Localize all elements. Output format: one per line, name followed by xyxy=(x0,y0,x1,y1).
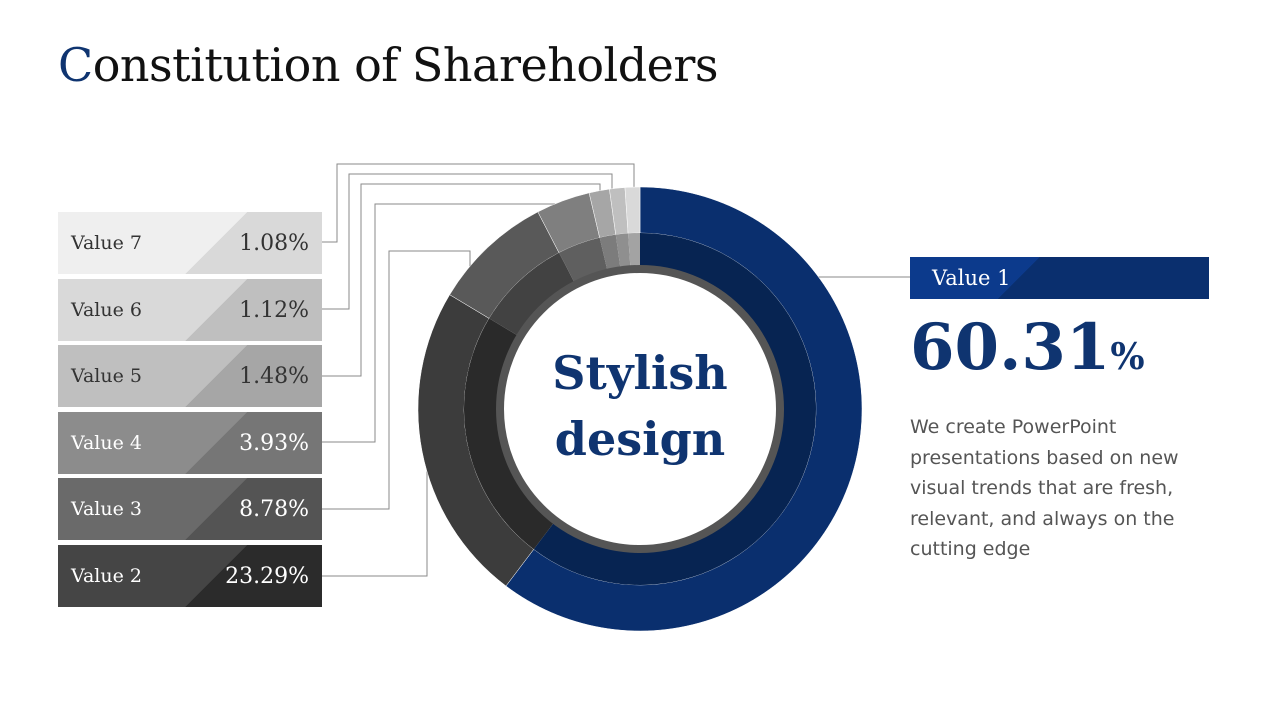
center-label: Stylish design xyxy=(520,340,760,472)
legend-label: Value 6 xyxy=(71,299,142,321)
legend-row-value-6: Value 6 1.12% xyxy=(58,279,322,341)
slice-inner-value-5 xyxy=(599,234,621,273)
legend-value: 3.93% xyxy=(239,430,309,456)
legend-label: Value 3 xyxy=(71,498,142,520)
legend-value: 23.29% xyxy=(225,563,309,589)
slice-inner-value-7 xyxy=(628,233,640,270)
callout-value: 60.31% xyxy=(910,310,1145,385)
callout-unit: % xyxy=(1110,336,1145,378)
callout-description: We create PowerPoint presentations based… xyxy=(910,416,1179,560)
legend-row-value-7: Value 7 1.08% xyxy=(58,212,322,274)
leader-line-value-5 xyxy=(322,183,601,377)
legend-row-value-3: Value 3 8.78% xyxy=(58,478,322,540)
title-rest: onstitution of Shareholders xyxy=(92,38,719,92)
leader-line-value-7 xyxy=(322,163,635,243)
center-label-line1: Stylish xyxy=(552,346,728,400)
callout-number: 60.31 xyxy=(910,310,1111,385)
legend-label: Value 5 xyxy=(71,365,142,387)
legend-label: Value 7 xyxy=(71,232,142,254)
legend-label: Value 2 xyxy=(71,565,142,587)
leader-line-value-2 xyxy=(322,431,430,577)
legend-row-value-5: Value 5 1.48% xyxy=(58,345,322,407)
center-label-line2: design xyxy=(554,412,726,466)
legend-value: 1.48% xyxy=(239,363,309,389)
callout-label-bar: Value 1 xyxy=(910,257,1209,299)
legend-value: 1.08% xyxy=(239,230,309,256)
center-disc xyxy=(496,265,784,553)
title-first-letter: C xyxy=(58,38,93,92)
legend-value: 1.12% xyxy=(239,297,309,323)
legend-row-value-4: Value 4 3.93% xyxy=(58,412,322,474)
legend-value: 8.78% xyxy=(239,496,309,522)
slice-inner-value-1 xyxy=(533,233,816,586)
leader-line-value-3 xyxy=(322,250,471,510)
legend-row-value-2: Value 2 23.29% xyxy=(58,545,322,607)
callout-label: Value 1 xyxy=(932,266,1011,290)
slice-inner-value-2 xyxy=(463,318,556,550)
legend-label: Value 4 xyxy=(71,432,142,454)
slice-inner-value-3 xyxy=(489,252,576,337)
leader-line-value-6 xyxy=(322,173,613,310)
page-title: Constitution of Shareholders xyxy=(58,38,719,92)
slice-inner-value-6 xyxy=(615,233,631,271)
